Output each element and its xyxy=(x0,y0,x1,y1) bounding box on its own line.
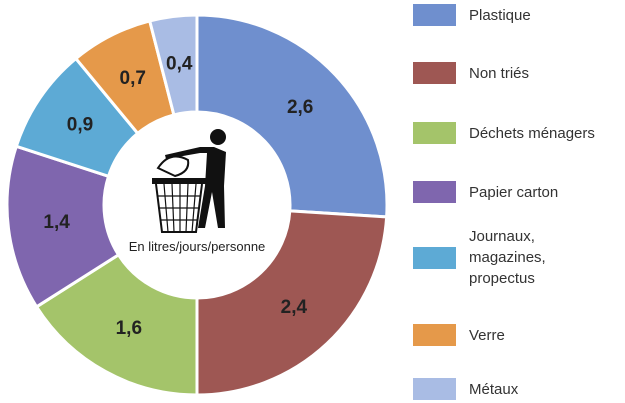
legend-item: Plastique xyxy=(413,4,619,26)
slices xyxy=(5,13,389,397)
legend-item: Déchets ménagers xyxy=(413,122,619,144)
chart: En litres/jours/personne 2,6 2,4 1,6 1,4 0,9… xyxy=(5,13,389,397)
legend-item: Papier carton xyxy=(413,181,619,203)
legend-item: Verre xyxy=(413,324,619,346)
legend-swatch xyxy=(413,122,456,144)
legend-label: Journaux, magazines, propectus xyxy=(469,228,546,287)
value-label: 2,6 xyxy=(287,97,313,118)
legend-item: Journaux, magazines, propectus xyxy=(413,226,564,289)
value-label: 1,6 xyxy=(116,318,142,339)
legend-label: Métaux xyxy=(469,380,519,398)
legend-swatch xyxy=(413,246,456,269)
legend-label: Déchets ménagers xyxy=(469,124,595,142)
value-label: 0,9 xyxy=(67,114,93,135)
slice xyxy=(147,13,199,117)
legend-label: Non triés xyxy=(469,64,530,82)
value-label: 0,4 xyxy=(166,54,193,75)
value-label: 2,4 xyxy=(281,297,308,318)
legend-label: Plastique xyxy=(469,6,531,24)
legend-item: Métaux xyxy=(413,378,619,400)
legend-swatch xyxy=(413,62,456,84)
value-label: 1,4 xyxy=(43,212,70,233)
slice xyxy=(195,209,389,397)
legend-swatch xyxy=(413,181,456,203)
center-label: En litres/jours/personne xyxy=(129,239,266,254)
legend-label: Papier carton xyxy=(469,183,559,201)
slice xyxy=(195,13,389,219)
slice xyxy=(34,252,199,397)
legend-swatch xyxy=(413,378,456,400)
value-label: 0,7 xyxy=(120,68,146,89)
legend-label: Verre xyxy=(469,326,505,344)
legend-item: Non triés xyxy=(413,62,619,84)
legend-swatch xyxy=(413,324,456,346)
legend-swatch xyxy=(413,4,456,26)
trash-icon xyxy=(152,129,226,233)
